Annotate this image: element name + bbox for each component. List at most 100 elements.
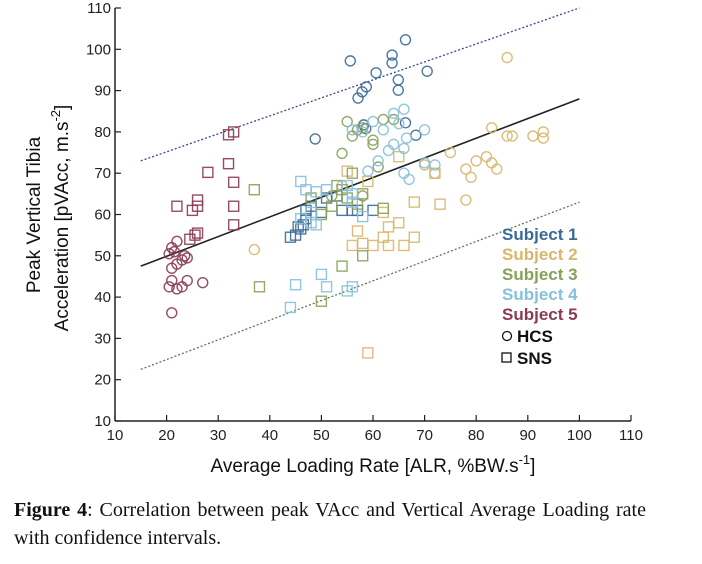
hcs-point bbox=[197, 276, 209, 289]
sns-point bbox=[292, 221, 304, 233]
sns-point bbox=[227, 176, 240, 188]
hcs-point bbox=[400, 132, 413, 144]
x-tick-label: 110 bbox=[619, 427, 643, 444]
hcs-point bbox=[171, 235, 183, 248]
y-tick-label: 80 bbox=[94, 124, 111, 141]
hcs-point bbox=[421, 65, 433, 77]
hcs-point bbox=[166, 274, 178, 287]
y-tick-label: 70 bbox=[94, 165, 111, 182]
sns-point bbox=[189, 229, 201, 241]
hcs-point bbox=[491, 163, 503, 175]
hcs-point bbox=[527, 130, 539, 142]
x-tick-label: 50 bbox=[313, 427, 330, 444]
x-tick-label: 70 bbox=[416, 427, 433, 444]
x-tick-label: 20 bbox=[158, 427, 175, 444]
hcs-point bbox=[501, 130, 513, 142]
hcs-point bbox=[372, 155, 384, 167]
sns-point bbox=[191, 194, 204, 206]
hcs-point bbox=[346, 130, 359, 142]
y-tick-label: 30 bbox=[94, 330, 111, 347]
hcs-point bbox=[393, 117, 405, 130]
sns-point bbox=[289, 279, 302, 291]
hcs-point bbox=[485, 157, 498, 169]
hcs-point bbox=[367, 134, 379, 146]
sns-point bbox=[382, 221, 395, 233]
sns-point bbox=[253, 281, 266, 293]
sns-point bbox=[393, 217, 405, 229]
hcs-point bbox=[168, 245, 181, 258]
sns-point bbox=[315, 268, 328, 281]
hcs-point bbox=[386, 57, 398, 69]
sns-point bbox=[320, 184, 333, 196]
y-tick-label: 40 bbox=[94, 289, 111, 306]
x-label-text: Average Loading Rate [ALR, %BW.s bbox=[211, 456, 519, 477]
y-label-sup: -2 bbox=[48, 110, 63, 122]
y-axis-label: Peak Vertical Tibia bbox=[24, 136, 45, 293]
sns-point bbox=[398, 239, 410, 252]
hcs-point bbox=[398, 103, 410, 115]
sns-point bbox=[320, 281, 333, 293]
hcs-point bbox=[377, 113, 390, 126]
hcs-point bbox=[248, 243, 261, 256]
hcs-point bbox=[386, 49, 398, 61]
sns-point bbox=[346, 167, 359, 179]
sns-point bbox=[382, 239, 395, 252]
y-tick-label: 10 bbox=[94, 413, 111, 430]
hcs-point bbox=[480, 150, 493, 163]
hcs-point bbox=[367, 138, 379, 150]
sns-point bbox=[222, 158, 235, 170]
hcs-point bbox=[398, 167, 410, 179]
y-axis-label-2: Acceleration [pVAcc, m.s-2] bbox=[48, 105, 73, 332]
sns-point bbox=[202, 166, 214, 179]
y-tick-label: 110 bbox=[87, 0, 111, 17]
sns-point bbox=[362, 347, 374, 359]
sns-point bbox=[408, 231, 420, 243]
caption-text: : Correlation between peak VAcc and Vert… bbox=[14, 499, 646, 549]
legend-subject-2: Subject 2 bbox=[502, 245, 578, 264]
hcs-point bbox=[392, 74, 404, 86]
x-tick-label: 80 bbox=[468, 427, 485, 444]
hcs-point bbox=[537, 132, 549, 144]
hcs-point bbox=[387, 138, 400, 150]
hcs-point bbox=[470, 155, 482, 167]
hcs-point bbox=[372, 161, 384, 173]
hcs-point bbox=[356, 126, 369, 138]
hcs-point bbox=[465, 171, 477, 184]
legend-square-icon bbox=[501, 352, 512, 363]
sns-point bbox=[248, 184, 261, 196]
sns-point bbox=[227, 200, 240, 212]
hcs-point bbox=[418, 124, 431, 136]
hcs-point bbox=[352, 92, 364, 104]
legend-subject-4: Subject 4 bbox=[502, 285, 578, 304]
sns-point bbox=[227, 219, 240, 231]
hcs-point bbox=[537, 126, 549, 138]
y-tick-label: 50 bbox=[94, 248, 111, 265]
sns-point bbox=[377, 206, 390, 219]
hcs-point bbox=[506, 130, 519, 142]
sns-point bbox=[171, 200, 183, 212]
hcs-point bbox=[444, 146, 457, 159]
y-tick-label: 100 bbox=[86, 41, 111, 58]
sns-point bbox=[346, 196, 359, 208]
sns-point bbox=[367, 239, 379, 252]
sns-point bbox=[284, 301, 297, 314]
y-label-end: ] bbox=[52, 105, 73, 110]
scatter-chart: 10 20 30 40 50 60 70 80 90 100 110 10 20 30 40 50 60 70 80… bbox=[24, 0, 643, 477]
sns-point bbox=[227, 126, 240, 138]
sns-point bbox=[191, 227, 204, 239]
x-label-sup: -1 bbox=[519, 452, 531, 467]
figure-caption: Figure 4: Correlation between peak VAcc … bbox=[14, 496, 646, 552]
x-tick-label: 90 bbox=[519, 427, 536, 444]
x-tick-label: 10 bbox=[107, 427, 124, 444]
x-tick-label: 100 bbox=[567, 427, 592, 444]
x-label-end: ] bbox=[530, 456, 535, 477]
sns-point bbox=[336, 204, 348, 217]
x-tick-label: 30 bbox=[210, 427, 227, 444]
hcs-point bbox=[398, 142, 410, 155]
hcs-point bbox=[309, 133, 321, 145]
x-axis-label: Average Loading Rate [ALR, %BW.s-1] bbox=[211, 452, 536, 477]
sns-point bbox=[191, 200, 204, 212]
hcs-point bbox=[344, 55, 356, 67]
hcs-point bbox=[387, 107, 400, 120]
y-tick-label: 90 bbox=[94, 83, 111, 100]
